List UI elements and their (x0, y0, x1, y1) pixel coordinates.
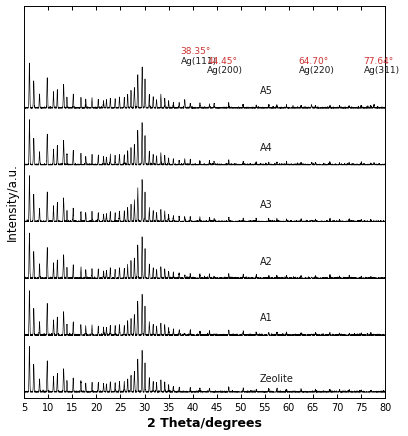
Text: A4: A4 (260, 143, 273, 153)
Text: Ag(220): Ag(220) (299, 66, 335, 75)
Text: A1: A1 (260, 313, 273, 324)
Text: Ag(311): Ag(311) (364, 66, 400, 75)
Text: A5: A5 (260, 86, 273, 96)
Text: A3: A3 (260, 200, 273, 210)
Text: A2: A2 (260, 257, 273, 267)
X-axis label: 2 Theta/degrees: 2 Theta/degrees (147, 417, 262, 430)
Text: 64.70°: 64.70° (299, 57, 329, 65)
Text: Ag(200): Ag(200) (207, 66, 243, 75)
Y-axis label: Intensity/a.u.: Intensity/a.u. (6, 163, 18, 241)
Text: 44.45°: 44.45° (207, 57, 237, 65)
Text: 38.35°: 38.35° (181, 47, 211, 56)
Text: Ag(111): Ag(111) (181, 57, 217, 65)
Text: Zeolite: Zeolite (260, 374, 294, 384)
Text: 77.64°: 77.64° (364, 57, 394, 65)
